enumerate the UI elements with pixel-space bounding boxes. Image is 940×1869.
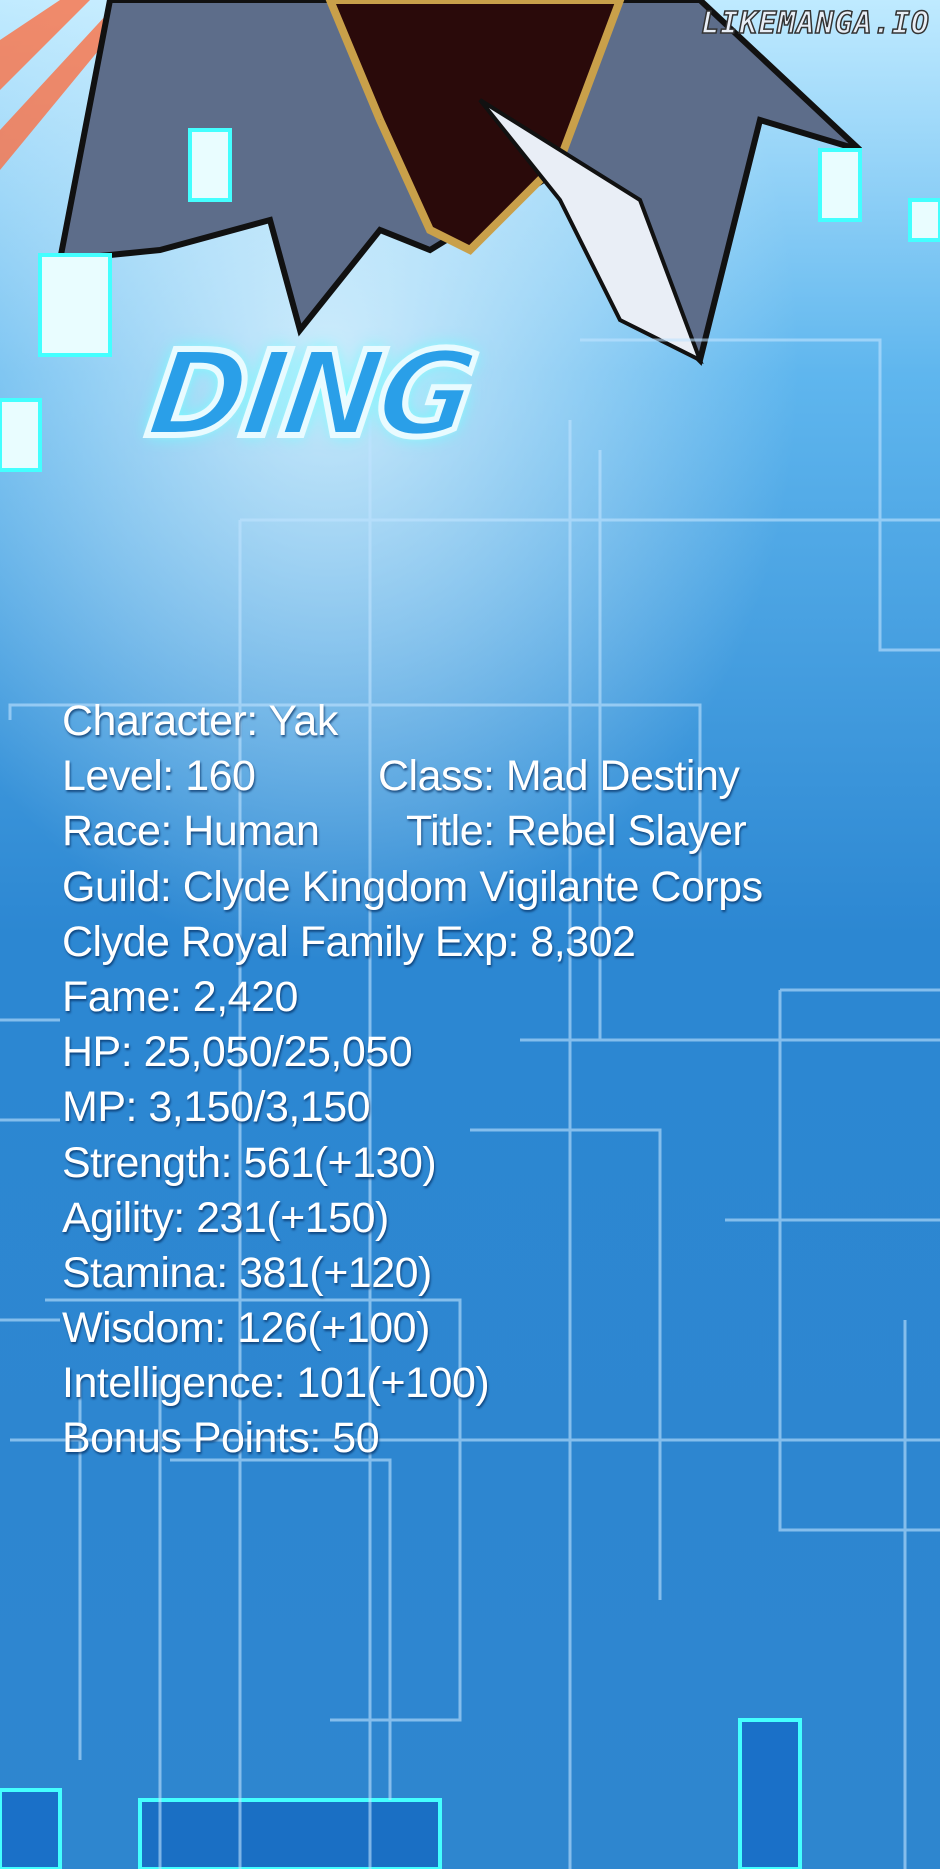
stat-stamina: Stamina: 381(+120) (62, 1248, 432, 1297)
stat-mp: MP: 3,150/3,150 (62, 1083, 371, 1132)
status-window: Character: Yak Level: 160 Class: Mad Des… (62, 694, 763, 1467)
stat-level: Level: 160 (62, 752, 256, 801)
stat-wisdom: Wisdom: 126(+100) (62, 1304, 430, 1353)
stat-row-race-title: Race: Human Title: Rebel Slayer (62, 804, 763, 859)
watermark: LIKEMANGA.IO (701, 5, 930, 42)
character-robe (56, 0, 863, 366)
stat-bonus-points: Bonus Points: 50 (62, 1414, 380, 1463)
stat-intelligence: Intelligence: 101(+100) (62, 1359, 490, 1408)
stat-race: Race: Human (62, 807, 320, 856)
stat-agility: Agility: 231(+150) (62, 1193, 389, 1242)
stat-royal-exp: Clyde Royal Family Exp: 8,302 (62, 917, 636, 966)
stat-strength: Strength: 561(+130) (62, 1138, 437, 1187)
stat-character: Character: Yak (62, 697, 338, 745)
stat-hp: HP: 25,050/25,050 (62, 1028, 413, 1077)
stat-class: Class: Mad Destiny (378, 752, 740, 801)
glow-pixels (0, 128, 940, 1869)
stat-guild: Guild: Clyde Kingdom Vigilante Corps (62, 862, 763, 911)
stat-fame: Fame: 2,420 (62, 972, 298, 1021)
ding-sound-effect: DING (137, 322, 484, 466)
stat-row-level-class: Level: 160 Class: Mad Destiny (62, 749, 763, 804)
stat-title: Title: Rebel Slayer (406, 807, 747, 856)
circuit-grid (0, 338, 940, 1869)
